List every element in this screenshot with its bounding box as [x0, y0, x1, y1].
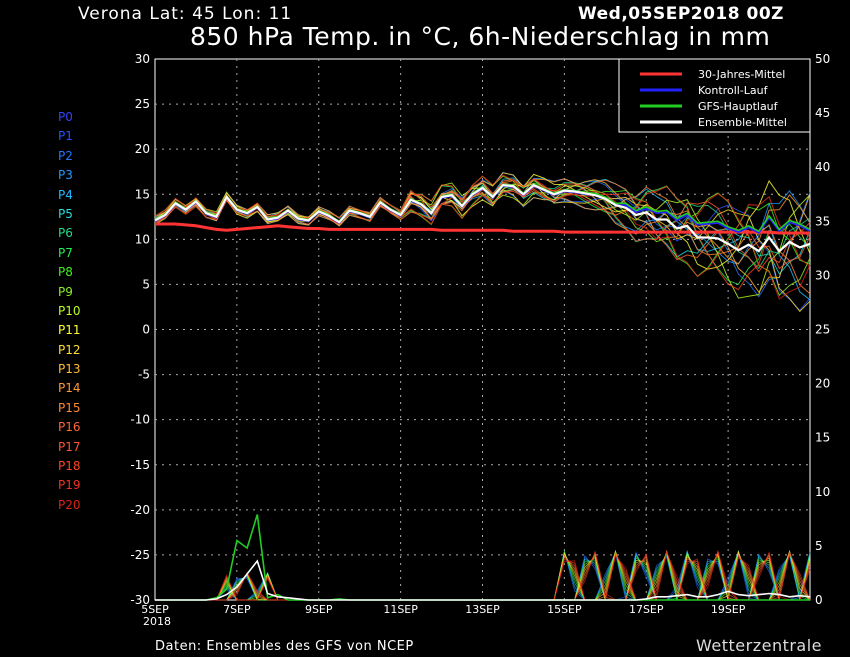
legend-label: Kontroll-Lauf: [698, 84, 769, 97]
left-tick-label: 30: [135, 52, 150, 66]
series-30-jahres-mittel: [155, 222, 810, 235]
axis-labels: 302520151050-5-10-15-20-25-3050454035302…: [130, 52, 830, 628]
ensemble-line-p20: [154, 174, 811, 300]
member-label-p8: P8: [58, 265, 73, 280]
legend: 30-Jahres-Mittel Kontroll-Lauf GFS-Hauptla…: [618, 58, 811, 133]
run-time-label: Wed,05SEP2018 00Z: [578, 4, 784, 24]
member-label-p1: P1: [58, 129, 73, 144]
right-tick-label: 30: [815, 268, 830, 282]
x-year-label: 2018: [143, 615, 171, 628]
left-tick-label: 0: [142, 323, 150, 337]
right-tick-label: 20: [815, 377, 830, 391]
data-credit: Daten: Ensembles des GFS von NCEP: [155, 639, 414, 654]
left-tick-label: -10: [130, 413, 150, 427]
legend-box: [618, 58, 811, 133]
x-tick-label: 17SEP: [629, 603, 664, 616]
location-label: Verona Lat: 45 Lon: 11: [78, 4, 293, 24]
series-ensemble-mittel: [154, 183, 811, 253]
member-label-p16: P16: [58, 420, 81, 435]
member-label-p6: P6: [58, 226, 73, 241]
right-tick-label: 5: [815, 539, 823, 553]
right-tick-label: 50: [815, 52, 830, 66]
member-label-p4: P4: [58, 187, 73, 202]
x-tick-label: 13SEP: [465, 603, 500, 616]
left-tick-label: 25: [135, 97, 150, 111]
member-label-p3: P3: [58, 168, 73, 183]
series-lines: [154, 183, 811, 601]
member-label-p20: P20: [58, 497, 81, 512]
left-tick-label: -20: [130, 503, 150, 517]
member-label-p19: P19: [58, 478, 81, 493]
member-label-p10: P10: [58, 303, 81, 318]
brand-label: Wetterzentrale: [696, 636, 823, 655]
x-tick-label: 15SEP: [547, 603, 582, 616]
member-label-p13: P13: [58, 362, 81, 377]
series-niederschlag-ensemble-mittel: [155, 559, 811, 601]
right-tick-label: 10: [815, 485, 830, 499]
legend-label: Ensemble-Mittel: [698, 116, 787, 129]
legend-label: 30-Jahres-Mittel: [698, 68, 785, 81]
member-label-p14: P14: [58, 381, 81, 396]
x-tick-label: 5SEP: [141, 603, 169, 616]
member-label-p0: P0: [58, 110, 73, 124]
member-label-p9: P9: [58, 284, 73, 299]
left-tick-label: 10: [135, 232, 150, 246]
plot-frame: [154, 58, 811, 601]
member-label-p5: P5: [58, 206, 73, 221]
right-tick-label: 35: [815, 214, 830, 228]
member-label-p11: P11: [58, 323, 81, 338]
left-tick-label: 20: [135, 142, 150, 156]
left-tick-label: -15: [130, 458, 150, 472]
x-tick-label: 19SEP: [711, 603, 746, 616]
member-label-p7: P7: [58, 245, 73, 260]
right-tick-label: 15: [815, 431, 830, 445]
right-tick-label: 40: [815, 160, 830, 174]
left-tick-label: 15: [135, 187, 150, 201]
x-tick-label: 7SEP: [223, 603, 251, 616]
left-tick-label: 5: [142, 277, 150, 291]
x-tick-label: 11SEP: [383, 603, 418, 616]
left-tick-label: -25: [130, 548, 150, 562]
ensemble-member-list: P0 P1 P2 P3 P4 P5 P6 P7 P8 P9 P10 P11 P12 P13 P14 P15 P1…: [58, 108, 81, 515]
right-tick-label: 45: [815, 106, 830, 120]
left-tick-label: -30: [130, 593, 150, 607]
chart-title: 850 hPa Temp. in °C, 6h-Niederschlag in …: [190, 22, 771, 51]
right-tick-label: 25: [815, 323, 830, 337]
member-label-p17: P17: [58, 439, 81, 454]
left-tick-label: -5: [138, 368, 150, 382]
ensemble-line-p14: [154, 178, 811, 265]
member-label-p18: P18: [58, 459, 81, 474]
member-label-p2: P2: [58, 148, 73, 163]
member-label-p15: P15: [58, 400, 81, 415]
legend-label: GFS-Hauptlauf: [698, 100, 779, 113]
member-label-p12: P12: [58, 342, 81, 357]
x-tick-label: 9SEP: [305, 603, 333, 616]
right-tick-label: 0: [815, 593, 823, 607]
